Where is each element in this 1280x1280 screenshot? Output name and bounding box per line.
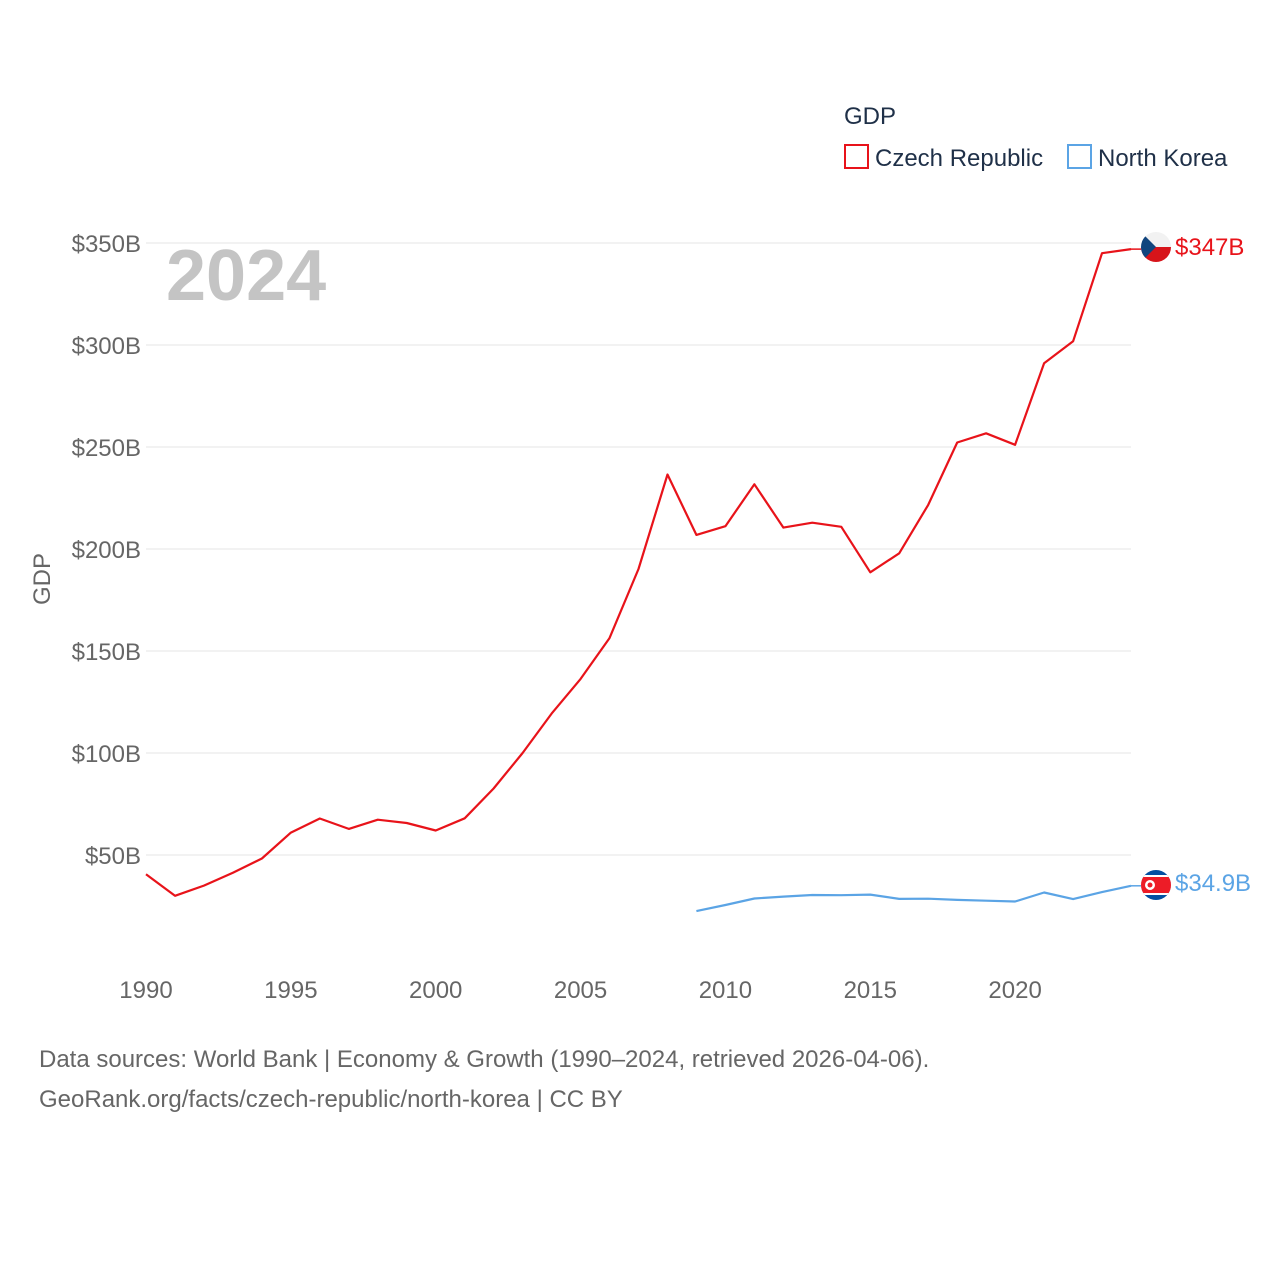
legend-item-czech-republic[interactable]: Czech Republic xyxy=(844,144,1043,172)
x-axis-ticks: 1990 1995 2000 2005 2010 2015 2020 xyxy=(119,977,1042,1004)
legend: GDP Czech Republic North Korea xyxy=(844,103,1228,172)
end-value-label-north-korea: $34.9B xyxy=(1175,870,1251,897)
end-value-label-czech-republic: $347B xyxy=(1175,234,1244,261)
czech-flag-icon xyxy=(1141,232,1171,262)
series-line-czech-republic[interactable] xyxy=(145,248,1132,897)
series-line-north-korea[interactable] xyxy=(696,884,1132,913)
y-tick-label: $100B xyxy=(72,741,141,768)
x-tick-label: 1990 xyxy=(119,977,172,1004)
y-tick-label: $350B xyxy=(72,231,141,258)
x-tick-label: 2005 xyxy=(554,977,607,1004)
gridlines xyxy=(146,242,1131,856)
source-note: Data sources: World Bank | Economy & Gro… xyxy=(39,1046,930,1073)
legend-label-czech-republic: Czech Republic xyxy=(875,145,1043,172)
legend-title: GDP xyxy=(844,103,896,130)
y-tick-label: $150B xyxy=(72,639,141,666)
x-tick-label: 2010 xyxy=(699,977,752,1004)
year-label: 2024 xyxy=(166,236,326,316)
series-lines xyxy=(145,248,1141,913)
y-tick-label: $250B xyxy=(72,435,141,462)
y-axis-title: GDP xyxy=(29,553,56,605)
y-tick-label: $200B xyxy=(72,537,141,564)
y-axis-ticks: $50B $100B $150B $200B $250B $300B $350B xyxy=(72,231,141,870)
legend-item-north-korea[interactable]: North Korea xyxy=(1067,144,1228,172)
x-tick-label: 1995 xyxy=(264,977,317,1004)
x-tick-label: 2015 xyxy=(844,977,897,1004)
north-korea-flag-icon xyxy=(1141,870,1171,900)
x-tick-label: 2020 xyxy=(988,977,1041,1004)
legend-label-north-korea: North Korea xyxy=(1098,145,1228,172)
source-link[interactable]: GeoRank.org/facts/czech-republic/north-k… xyxy=(39,1086,623,1113)
legend-swatch-czech-republic xyxy=(844,144,869,169)
legend-swatch-north-korea xyxy=(1067,144,1092,169)
y-tick-label: $50B xyxy=(85,843,141,870)
y-tick-label: $300B xyxy=(72,333,141,360)
x-tick-label: 2000 xyxy=(409,977,462,1004)
